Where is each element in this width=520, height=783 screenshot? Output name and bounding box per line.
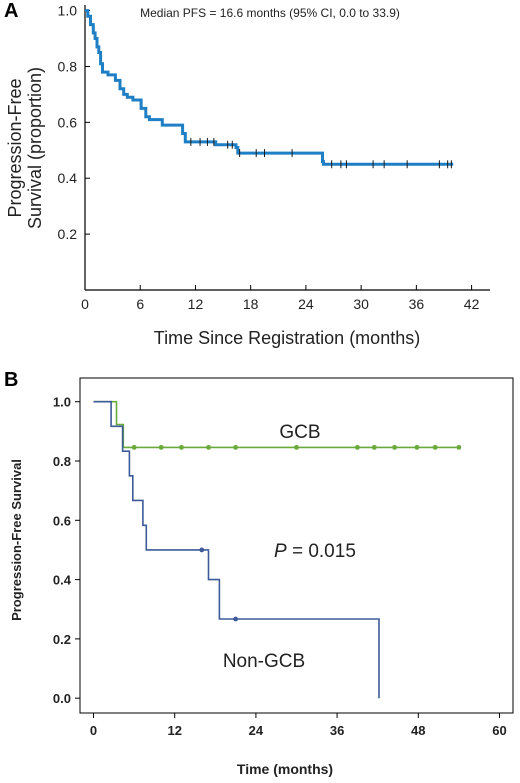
panel-a-y-tick-label: 0.2 bbox=[58, 226, 78, 242]
panel-b-label: B bbox=[4, 369, 18, 391]
panel-b-x-tick-label: 60 bbox=[492, 723, 506, 738]
panel-b-y-tick-label: 0.6 bbox=[53, 513, 71, 528]
censor-mark-non-gcb bbox=[199, 547, 205, 553]
panel-a-label: A bbox=[4, 0, 18, 22]
panel-a-x-tick-label: 12 bbox=[188, 296, 204, 312]
censor-mark-gcb bbox=[354, 444, 360, 450]
panel-a-y-axis-title: Progression-Free Survival (proportion) bbox=[5, 67, 45, 229]
panel-a-y-title-line-2: Survival (proportion) bbox=[25, 67, 45, 229]
panel-a-x-tick-label: 24 bbox=[298, 296, 314, 312]
panel-a-y-title-line-1: Progression-Free bbox=[5, 78, 25, 217]
censor-mark-non-gcb bbox=[233, 616, 239, 622]
panel-b-x-tick-label: 36 bbox=[330, 723, 344, 738]
series-label-gcb: GCB bbox=[279, 422, 320, 443]
censor-mark-gcb bbox=[432, 444, 438, 450]
panel-a-y-tick-label: 1.0 bbox=[58, 3, 78, 19]
panel-b-x-tick-label: 12 bbox=[167, 723, 181, 738]
panel-b-y-axis-title: Progression-Free Survival bbox=[9, 459, 24, 621]
panel-b-y-tick-label: 0.8 bbox=[53, 454, 71, 469]
censor-mark-gcb bbox=[414, 444, 420, 450]
panel-b-x-axis-title: Time (months) bbox=[237, 761, 333, 777]
panel-b-y-tick-label: 0.4 bbox=[53, 573, 72, 588]
survival-curve-gcb bbox=[93, 400, 459, 449]
censor-mark-gcb bbox=[456, 444, 462, 450]
panel-a-x-tick-label: 18 bbox=[243, 296, 259, 312]
panel-a-x-tick-label: 36 bbox=[409, 296, 425, 312]
panel-a-x-tick-label: 6 bbox=[136, 296, 144, 312]
panel-b-x-tick-label: 24 bbox=[249, 723, 264, 738]
panel-b: B 0.0 0.2 0.4 0.6 0.8 1.0 0 12 24 36 48 60 Time (m… bbox=[4, 369, 514, 777]
panel-a-x-axis-title: Time Since Registration (months) bbox=[154, 328, 420, 348]
panel-a-median-annotation: Median PFS = 16.6 months (95% CI, 0.0 to… bbox=[140, 6, 400, 20]
censor-mark-gcb bbox=[179, 444, 184, 450]
series-label-non-gcb: Non-GCB bbox=[223, 651, 305, 672]
survival-curve-non-gcb bbox=[93, 400, 380, 699]
panel-a-series bbox=[85, 9, 454, 169]
panel-a-x-tick-label: 30 bbox=[353, 296, 369, 312]
panel-b-x-tick-label: 0 bbox=[90, 723, 97, 738]
panel-b-y-tick-label: 0.2 bbox=[53, 632, 71, 647]
panel-b-series bbox=[93, 400, 462, 699]
panel-b-x-tick-label: 48 bbox=[411, 723, 425, 738]
panel-a-x-tick-label: 42 bbox=[464, 296, 480, 312]
panel-a-x-tick-label: 0 bbox=[81, 296, 89, 312]
censor-mark-gcb bbox=[233, 444, 239, 450]
panel-a-y-tick-label: 0.4 bbox=[58, 170, 78, 186]
censor-mark-gcb bbox=[392, 444, 398, 450]
panel-b-x-ticks: 0 12 24 36 48 60 bbox=[90, 713, 507, 738]
censor-mark-gcb bbox=[158, 444, 164, 450]
panel-a-y-tick-label: 0.6 bbox=[58, 114, 78, 130]
panel-a: A Median PFS = 16.6 months (95% CI, 0.0 … bbox=[4, 0, 490, 348]
panel-a-x-ticks: 0 6 12 18 24 30 36 42 bbox=[81, 285, 480, 312]
censor-mark-gcb bbox=[294, 444, 299, 450]
panel-b-y-tick-label: 1.0 bbox=[53, 395, 71, 410]
censor-mark-gcb bbox=[371, 444, 377, 450]
panel-a-survival-curve bbox=[85, 9, 454, 166]
censor-mark-gcb bbox=[131, 444, 137, 450]
panel-b-plot-frame bbox=[79, 377, 514, 714]
censor-mark-gcb bbox=[206, 444, 211, 450]
panel-a-y-ticks: 0.2 0.4 0.6 0.8 1.0 bbox=[58, 3, 90, 242]
panel-b-y-tick-label: 0.0 bbox=[53, 691, 71, 706]
p-value-symbol: P bbox=[274, 541, 287, 562]
panel-a-y-tick-label: 0.8 bbox=[58, 58, 78, 74]
panel-b-y-ticks: 0.0 0.2 0.4 0.6 0.8 1.0 bbox=[53, 395, 80, 706]
p-value-text: = 0.015 bbox=[287, 541, 356, 562]
p-value-annotation: P = 0.015 bbox=[274, 541, 356, 562]
